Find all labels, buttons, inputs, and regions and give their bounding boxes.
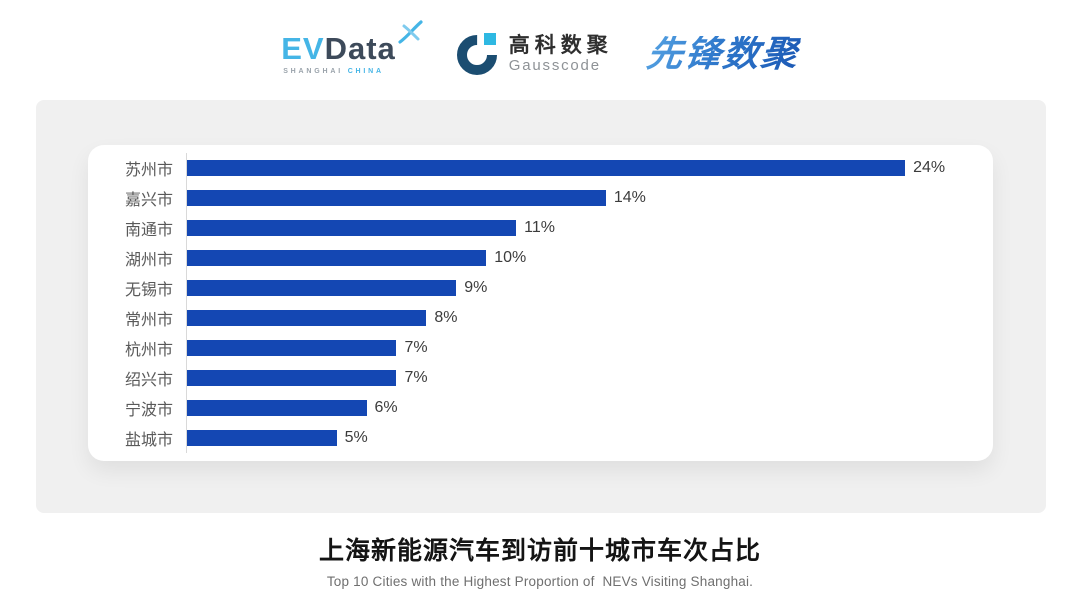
bar-category-label: 苏州市 <box>124 162 173 179</box>
bar-category-label: 南通市 <box>124 222 173 239</box>
bar-track: 10% <box>186 243 965 273</box>
gausscode-en-text: Gausscode <box>508 56 601 74</box>
bar-track: 9% <box>186 273 965 303</box>
bar <box>187 340 397 356</box>
bar <box>187 400 367 416</box>
evdata-x-icon <box>398 20 423 44</box>
bar-category-label: 杭州市 <box>124 342 173 359</box>
bar-row: 杭州市 7% <box>102 333 965 363</box>
bar-track: 5% <box>186 423 965 453</box>
bar-row: 盐城市 5% <box>102 423 965 453</box>
bar-category-label: 绍兴市 <box>124 372 173 389</box>
bar-value-label: 7% <box>404 339 428 356</box>
bar-track: 8% <box>186 303 965 333</box>
gausscode-wordmark: 高科数聚 Gausscode <box>509 34 613 75</box>
evdata-shanghai-text: SHANGHAI <box>283 68 343 75</box>
bar <box>187 190 606 206</box>
evdata-data-text: Data <box>324 31 396 66</box>
bar-row: 宁波市 6% <box>102 393 965 423</box>
bar <box>187 250 487 266</box>
bar-category-label: 湖州市 <box>124 252 173 269</box>
header-logos: EVData SHANGHAI CHINA 高科数聚 Gausscode 先锋数 <box>0 20 1080 86</box>
bar-row: 嘉兴市 14% <box>102 183 965 213</box>
bar-value-label: 11% <box>524 219 555 236</box>
bar <box>187 220 517 236</box>
bar-category-label: 宁波市 <box>124 402 173 419</box>
bar-track: 11% <box>186 213 965 243</box>
caption: 上海新能源汽车到访前十城市车次占比 Top 10 Cities with the… <box>0 531 1080 589</box>
bar-row: 南通市 11% <box>102 213 965 243</box>
bar <box>187 430 337 446</box>
bar-value-label: 5% <box>344 429 368 446</box>
gausscode-cn-text: 高科数聚 <box>508 33 613 57</box>
bar-category-label: 盐城市 <box>124 432 173 449</box>
bar-row: 湖州市 10% <box>102 243 965 273</box>
bar-row: 无锡市 9% <box>102 273 965 303</box>
bar <box>187 280 457 296</box>
chart-subtitle: Top 10 Cities with the Highest Proportio… <box>326 574 754 589</box>
pioneer-logo: 先锋数聚 <box>644 33 802 74</box>
evdata-china-text: CHINA <box>347 68 384 75</box>
bar-value-label: 10% <box>494 249 527 266</box>
bar-track: 6% <box>186 393 965 423</box>
bar-chart: 苏州市 24% 嘉兴市 14% 南通市 11% 湖州市 10% 无锡市 9% 常州市 8% 杭州市 7% 绍… <box>102 153 965 453</box>
chart-card: 苏州市 24% 嘉兴市 14% 南通市 11% 湖州市 10% 无锡市 9% 常州市 8% 杭州市 7% 绍… <box>88 145 993 461</box>
bar-track: 14% <box>186 183 965 213</box>
gausscode-logo: 高科数聚 Gausscode <box>454 31 613 77</box>
chart-panel: 苏州市 24% 嘉兴市 14% 南通市 11% 湖州市 10% 无锡市 9% 常州市 8% 杭州市 7% 绍… <box>36 100 1046 513</box>
bar-row: 苏州市 24% <box>102 153 965 183</box>
bar-category-label: 无锡市 <box>124 282 173 299</box>
bar-track: 7% <box>186 333 965 363</box>
bar <box>187 160 906 176</box>
bar-value-label: 9% <box>464 279 488 296</box>
bar-track: 7% <box>186 363 965 393</box>
bar-category-label: 嘉兴市 <box>124 192 173 209</box>
evdata-ev-text: EV <box>281 31 325 66</box>
bar <box>187 310 427 326</box>
evdata-tagline: SHANGHAI CHINA <box>283 68 384 75</box>
bar-value-label: 14% <box>613 189 646 206</box>
bar-value-label: 6% <box>374 399 398 416</box>
bar-track: 24% <box>186 153 965 183</box>
bar-category-label: 常州市 <box>124 312 173 329</box>
evdata-wordmark: EVData <box>281 20 423 66</box>
evdata-logo: EVData SHANGHAI CHINA <box>281 20 423 75</box>
bar-value-label: 8% <box>434 309 458 326</box>
chart-title: 上海新能源汽车到访前十城市车次占比 <box>318 537 761 565</box>
bar-value-label: 24% <box>913 159 946 176</box>
bar-row: 常州市 8% <box>102 303 965 333</box>
bar-value-label: 7% <box>404 369 428 386</box>
gausscode-g-icon <box>456 33 497 75</box>
bar-row: 绍兴市 7% <box>102 363 965 393</box>
bar <box>187 370 397 386</box>
